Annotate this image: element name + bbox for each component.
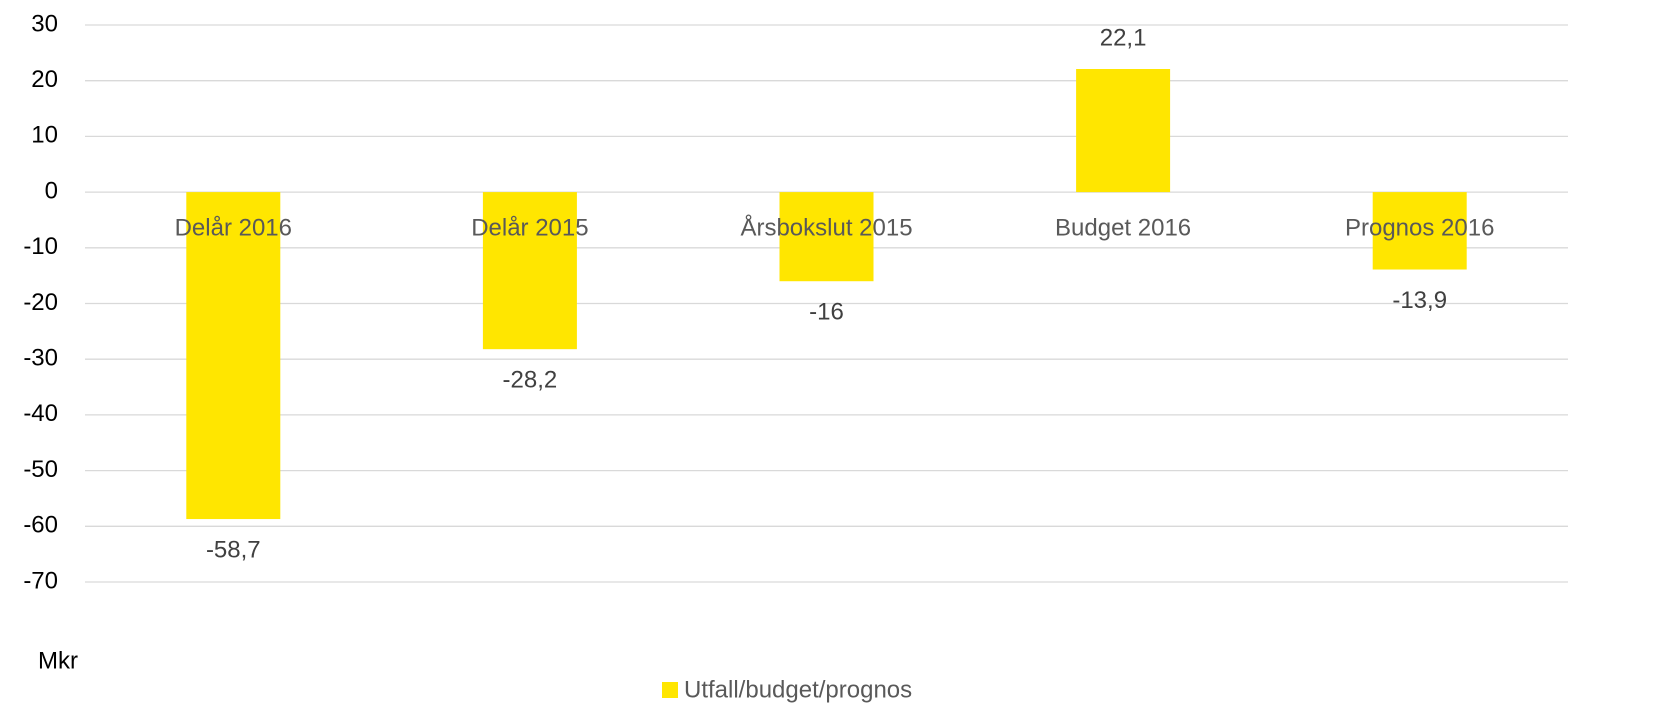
- data-label: -13,9: [1392, 287, 1447, 314]
- bar: [482, 192, 577, 350]
- x-tick-label: Delår 2015: [471, 214, 588, 241]
- y-tick-label: -40: [23, 400, 58, 427]
- y-tick-label: 10: [31, 122, 58, 149]
- legend-swatch: [662, 682, 678, 698]
- x-tick-label: Prognos 2016: [1345, 214, 1494, 241]
- x-tick-label: Årsbokslut 2015: [740, 213, 912, 241]
- bar: [1076, 69, 1171, 193]
- y-tick-label: -70: [23, 567, 58, 594]
- bar: [186, 192, 281, 520]
- data-label: -58,7: [206, 536, 261, 563]
- y-axis-label: Mkr: [38, 647, 78, 674]
- y-tick-label: -50: [23, 456, 58, 483]
- y-tick-label: 30: [31, 10, 58, 37]
- x-tick-label: Delår 2016: [175, 214, 292, 241]
- bar: [1372, 192, 1467, 270]
- y-tick-label: -20: [23, 289, 58, 316]
- y-tick-label: 0: [45, 177, 58, 204]
- y-tick-label: -10: [23, 233, 58, 260]
- bar: [779, 192, 874, 282]
- data-label: -28,2: [503, 367, 558, 394]
- legend-label: Utfall/budget/prognos: [684, 676, 912, 703]
- x-tick-label: Budget 2016: [1055, 214, 1191, 241]
- data-label: -16: [809, 299, 844, 326]
- data-label: 22,1: [1100, 24, 1147, 51]
- y-tick-label: 20: [31, 66, 58, 93]
- y-tick-label: -60: [23, 512, 58, 539]
- y-tick-label: -30: [23, 345, 58, 372]
